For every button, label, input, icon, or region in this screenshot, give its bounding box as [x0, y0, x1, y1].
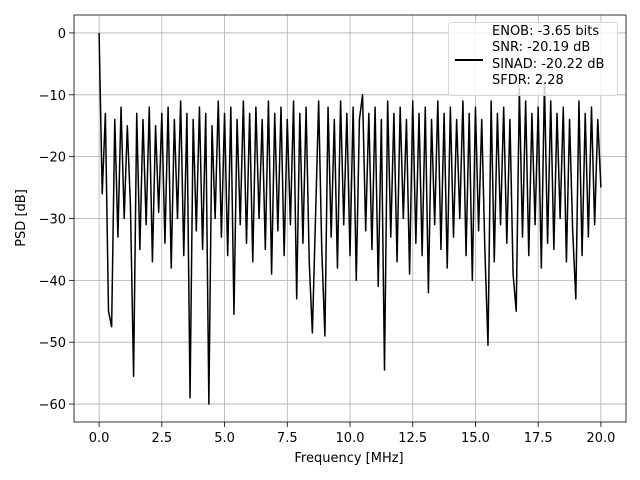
- x-tick-label: 0.0: [89, 431, 110, 446]
- x-tick-label: 7.5: [277, 431, 298, 446]
- line-series: [98, 32, 602, 405]
- y-axis-label: PSD [dB]: [14, 189, 29, 247]
- y-tick-label: −20: [39, 151, 66, 166]
- x-axis-label: Frequency [MHz]: [294, 451, 403, 466]
- x-tick-label: 15.0: [461, 431, 490, 446]
- plot-frame: [73, 14, 627, 423]
- y-tick-label: −30: [39, 213, 66, 228]
- x-tick-label: 17.5: [524, 431, 553, 446]
- y-tick-label: −50: [39, 336, 66, 351]
- y-tick-label: −10: [39, 89, 66, 104]
- y-tick-label: −40: [39, 274, 66, 289]
- y-tick-label: −60: [39, 398, 66, 413]
- x-tick-label: 10.0: [336, 431, 365, 446]
- legend-label: ENOB: -3.65 bits SNR: -20.19 dB SINAD: -…: [492, 24, 605, 88]
- legend: ENOB: -3.65 bits SNR: -20.19 dB SINAD: -…: [448, 22, 618, 96]
- x-tick-label: 20.0: [586, 431, 615, 446]
- x-tick-label: 5.0: [214, 431, 235, 446]
- x-tick-label: 2.5: [151, 431, 172, 446]
- legend-swatch: [455, 59, 483, 61]
- y-tick-label: 0: [58, 27, 66, 42]
- x-tick-label: 12.5: [398, 431, 427, 446]
